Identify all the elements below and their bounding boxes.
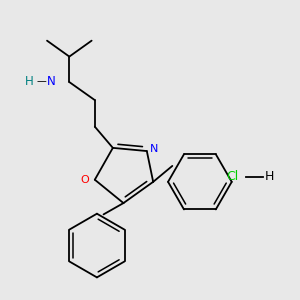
Text: —: — [36,76,46,86]
Text: Cl: Cl [226,170,239,183]
Text: N: N [47,74,56,88]
Text: H: H [25,74,34,88]
Text: H: H [265,170,274,183]
Text: O: O [81,175,89,185]
Text: N: N [150,144,158,154]
